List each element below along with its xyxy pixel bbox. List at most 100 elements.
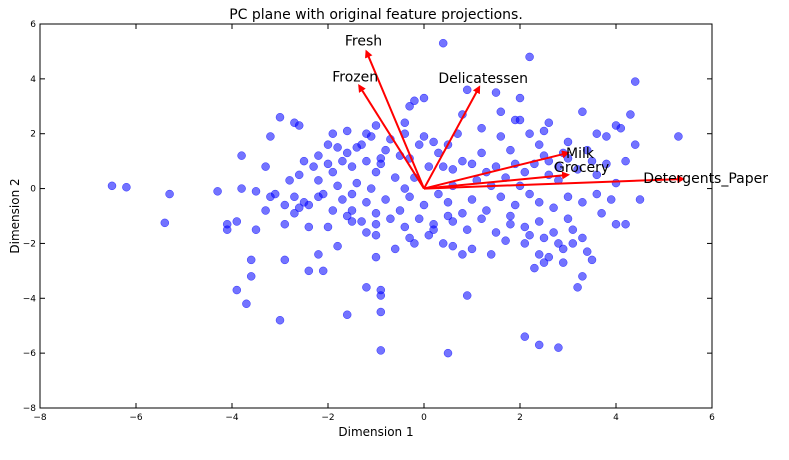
data-point (424, 230, 434, 240)
data-point (342, 126, 352, 136)
data-point (563, 137, 573, 147)
feature-vector-label: Fresh (345, 33, 382, 49)
data-point (549, 228, 558, 237)
data-point (357, 217, 366, 226)
data-point (362, 228, 371, 237)
data-point (251, 187, 261, 196)
feature-vector-arrow (423, 85, 481, 190)
feature-vector-label: Frozen (332, 70, 378, 86)
data-point (342, 211, 352, 221)
data-point (314, 151, 323, 160)
y-tick-label: −2 (23, 239, 36, 249)
data-point (386, 214, 395, 223)
data-point (246, 255, 256, 265)
data-point (299, 156, 309, 166)
data-point (458, 250, 467, 259)
data-point (630, 77, 640, 86)
data-point (568, 239, 578, 248)
data-point (333, 181, 342, 191)
data-point (280, 255, 290, 265)
feature-vector-label: Milk (566, 146, 595, 162)
data-point (419, 93, 429, 103)
data-point (467, 195, 477, 204)
data-point (578, 272, 587, 281)
data-point (371, 121, 381, 130)
x-axis-label: Dimension 1 (338, 425, 413, 439)
data-point (251, 225, 261, 234)
data-point (534, 217, 544, 226)
data-point (477, 123, 486, 133)
data-point (539, 126, 549, 136)
data-point (405, 102, 414, 111)
x-tick-label: −8 (33, 413, 47, 423)
data-point (424, 162, 434, 171)
data-point (438, 162, 448, 171)
data-point (602, 159, 611, 169)
data-point (323, 140, 333, 149)
data-point (467, 244, 477, 254)
data-point (443, 211, 453, 221)
x-tick-label: −6 (129, 413, 143, 423)
data-point (414, 140, 424, 149)
data-point (554, 343, 563, 352)
data-point (347, 189, 357, 199)
data-point (390, 244, 400, 254)
y-tick-label: 0 (30, 185, 36, 195)
data-point (587, 255, 597, 265)
data-point (525, 230, 534, 240)
x-tick-label: 4 (613, 413, 619, 423)
data-point (242, 299, 251, 309)
data-point (525, 52, 534, 62)
data-point (338, 156, 347, 166)
data-point (304, 222, 314, 232)
data-point (616, 123, 626, 133)
data-point (280, 200, 290, 210)
data-point (362, 156, 371, 166)
data-point (290, 209, 299, 218)
data-point (429, 219, 438, 229)
data-point (376, 154, 386, 163)
data-point (448, 241, 458, 251)
data-point (458, 156, 467, 166)
data-point (328, 206, 338, 215)
data-point (419, 200, 429, 210)
data-point (544, 252, 554, 262)
data-point (371, 230, 381, 240)
data-point (578, 233, 587, 243)
data-point (539, 258, 549, 267)
data-point (280, 219, 290, 229)
feature-vector-label: Detergents_Paper (643, 171, 768, 187)
data-point (362, 198, 371, 207)
data-point (525, 129, 534, 138)
data-point (587, 156, 597, 166)
data-point (554, 162, 563, 171)
data-point (477, 214, 486, 223)
data-point (328, 167, 338, 177)
data-point (582, 145, 592, 155)
data-point (376, 346, 386, 355)
data-point (232, 285, 242, 295)
y-tick-label: −6 (23, 349, 37, 359)
data-point (362, 283, 371, 292)
data-point (482, 206, 491, 215)
data-point (338, 195, 347, 204)
data-point (323, 222, 333, 232)
y-tick-label: 4 (30, 75, 36, 85)
data-point (534, 198, 544, 207)
data-point (549, 203, 558, 213)
y-tick-label: −8 (23, 404, 37, 414)
data-point (366, 184, 376, 193)
data-point (520, 239, 530, 248)
data-point (294, 170, 304, 180)
data-point (462, 225, 472, 234)
data-point (467, 159, 477, 169)
feature-vector-label: Grocery (554, 160, 609, 176)
data-point (496, 132, 506, 141)
x-tick-label: 0 (421, 413, 427, 423)
data-point (333, 241, 342, 251)
data-point (405, 192, 414, 202)
x-tick-label: −2 (321, 413, 334, 423)
data-point (304, 266, 314, 276)
data-point (414, 214, 424, 223)
data-point (448, 217, 458, 226)
